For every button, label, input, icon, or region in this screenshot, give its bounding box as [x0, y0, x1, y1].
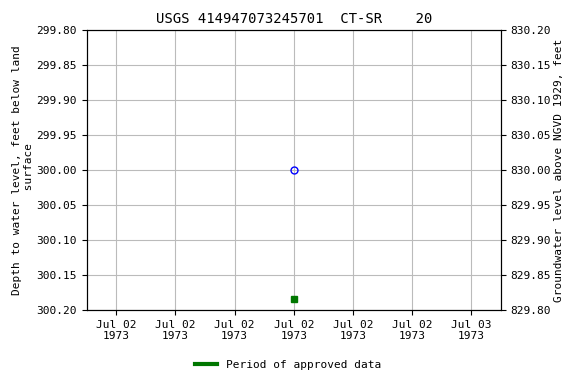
- Y-axis label: Groundwater level above NGVD 1929, feet: Groundwater level above NGVD 1929, feet: [554, 38, 564, 301]
- Title: USGS 414947073245701  CT-SR    20: USGS 414947073245701 CT-SR 20: [156, 12, 432, 26]
- Legend: Period of approved data: Period of approved data: [191, 356, 385, 375]
- Y-axis label: Depth to water level, feet below land
 surface: Depth to water level, feet below land su…: [12, 45, 33, 295]
